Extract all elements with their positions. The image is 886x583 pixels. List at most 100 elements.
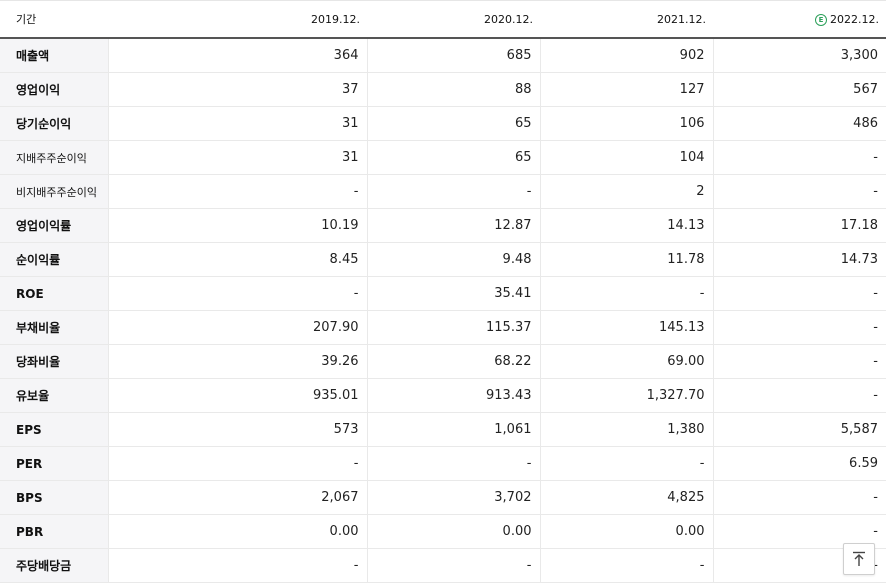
cell-value: 364 [107,38,367,73]
cell-value: 37 [107,72,367,107]
cell-value: 0.00 [539,514,713,549]
table-row: EPS 573 1,061 1,380 5,587 [0,412,886,447]
cell-value: - [712,174,886,209]
row-label: PBR [0,514,108,549]
cell-value: - [712,344,886,379]
cell-value: 0.00 [366,514,540,549]
cell-value: - [712,140,886,175]
table-row: 당기순이익 31 65 106 486 [0,106,886,141]
cell-value: 69.00 [539,344,713,379]
cell-value: 486 [712,106,886,141]
period-header-2019: 2019.12. [108,0,367,39]
cell-value: - [107,276,367,311]
table-row: 당좌비율 39.26 68.22 69.00 - [0,344,886,379]
table-row: ROE - 35.41 - - [0,276,886,311]
cell-value: - [539,446,713,481]
period-header-2022: E 2022.12. [713,0,886,39]
cell-value: 3,300 [712,38,886,73]
cell-value: 127 [539,72,713,107]
estimate-badge-icon: E [815,13,828,26]
period-header-label: 기간 [0,0,108,39]
row-label: 비지배주주순이익 [0,174,108,209]
period-header-2021: 2021.12. [540,0,713,39]
cell-value: 567 [712,72,886,107]
cell-value: - [539,548,713,583]
row-label: ROE [0,276,108,311]
row-label: PER [0,446,108,481]
cell-value: 31 [107,140,367,175]
cell-value: 685 [366,38,540,73]
cell-value: 10.19 [107,208,367,243]
cell-value: 9.48 [366,242,540,277]
table-row: 영업이익 37 88 127 567 [0,72,886,107]
row-label: 유보율 [0,378,108,413]
cell-value: 65 [366,106,540,141]
cell-value: 902 [539,38,713,73]
cell-value: 35.41 [366,276,540,311]
cell-value: 4,825 [539,480,713,515]
row-label: 순이익률 [0,242,108,277]
cell-value: - [366,548,540,583]
cell-value: 6.59 [712,446,886,481]
cell-value: 88 [366,72,540,107]
cell-value: 0.00 [107,514,367,549]
row-label: 부채비율 [0,310,108,345]
cell-value: 68.22 [366,344,540,379]
cell-value: 104 [539,140,713,175]
row-label: 영업이익 [0,72,108,107]
cell-value: 12.87 [366,208,540,243]
cell-value: 573 [107,412,367,447]
table-row: 유보율 935.01 913.43 1,327.70 - [0,378,886,413]
cell-value: 14.13 [539,208,713,243]
table-row: 지배주주순이익 31 65 104 - [0,140,886,175]
cell-value: 8.45 [107,242,367,277]
table-row: PER - - - 6.59 [0,446,886,481]
period-header-2022-label: 2022.12. [830,12,879,26]
cell-value: - [107,174,367,209]
cell-value: 3,702 [366,480,540,515]
arrow-up-to-top-icon [853,551,865,566]
cell-value: - [712,480,886,515]
cell-value: - [366,446,540,481]
table-row: 부채비율 207.90 115.37 145.13 - [0,310,886,345]
cell-value: 106 [539,106,713,141]
cell-value: 5,587 [712,412,886,447]
row-label: BPS [0,480,108,515]
cell-value: 207.90 [107,310,367,345]
cell-value: 913.43 [366,378,540,413]
scroll-to-top-button[interactable] [843,543,875,575]
cell-value: 1,061 [366,412,540,447]
row-label: EPS [0,412,108,447]
table-row: 비지배주주순이익 - - 2 - [0,174,886,209]
cell-value: 115.37 [366,310,540,345]
cell-value: 65 [366,140,540,175]
cell-value: - [366,174,540,209]
cell-value: - [539,276,713,311]
cell-value: 17.18 [712,208,886,243]
cell-value: 2,067 [107,480,367,515]
row-label: 영업이익률 [0,208,108,243]
cell-value: 39.26 [107,344,367,379]
row-label: 당기순이익 [0,106,108,141]
table-row: PBR 0.00 0.00 0.00 - [0,514,886,549]
row-label: 매출액 [0,38,108,73]
cell-value: 935.01 [107,378,367,413]
cell-value: 1,380 [539,412,713,447]
cell-value: - [712,276,886,311]
row-label: 당좌비율 [0,344,108,379]
cell-value: 14.73 [712,242,886,277]
table-row: 매출액 364 685 902 3,300 [0,38,886,73]
cell-value: - [712,310,886,345]
cell-value: 31 [107,106,367,141]
row-label: 지배주주순이익 [0,140,108,175]
cell-value: - [107,446,367,481]
table-row: 순이익률 8.45 9.48 11.78 14.73 [0,242,886,277]
table-row: 영업이익률 10.19 12.87 14.13 17.18 [0,208,886,243]
cell-value: 1,327.70 [539,378,713,413]
cell-value: 145.13 [539,310,713,345]
cell-value: 2 [539,174,713,209]
cell-value: - [712,378,886,413]
table-row: BPS 2,067 3,702 4,825 - [0,480,886,515]
table-header-row: 기간 2019.12. 2020.12. 2021.12. E 2022.12. [0,0,886,39]
